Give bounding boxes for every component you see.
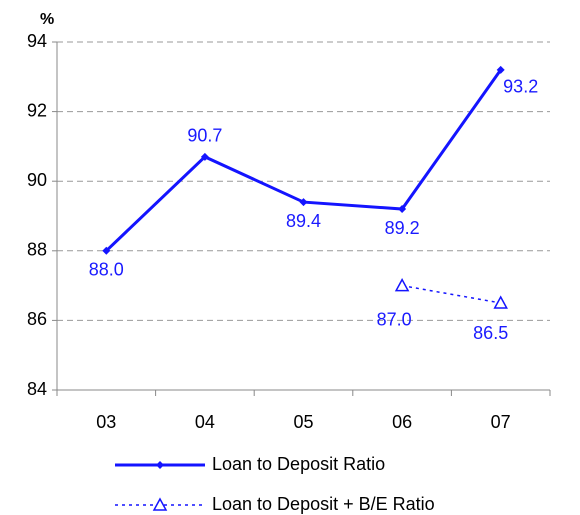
y-tick-label: 86 <box>27 309 47 329</box>
value-label: 89.4 <box>286 211 321 231</box>
y-tick-label: 94 <box>27 31 47 51</box>
y-tick-label: 88 <box>27 240 47 260</box>
x-tick-label: 05 <box>293 412 313 432</box>
value-label: 90.7 <box>187 126 222 146</box>
value-label: 93.2 <box>503 77 538 97</box>
value-label: 89.2 <box>385 218 420 238</box>
marker <box>200 152 209 161</box>
marker <box>102 246 111 255</box>
x-tick-label: 04 <box>195 412 215 432</box>
y-tick-label: 90 <box>27 170 47 190</box>
y-axis-label: % <box>40 11 54 28</box>
value-label: 88.0 <box>89 260 124 280</box>
value-label: 87.0 <box>377 309 412 329</box>
x-tick-label: 07 <box>491 412 511 432</box>
value-label: 86.5 <box>473 323 508 343</box>
marker <box>493 295 508 309</box>
legend-label: Loan to Deposit Ratio <box>212 454 385 474</box>
y-tick-label: 84 <box>27 379 47 399</box>
marker <box>398 205 407 214</box>
x-tick-label: 06 <box>392 412 412 432</box>
x-tick-label: 03 <box>96 412 116 432</box>
legend-marker <box>156 461 164 469</box>
marker <box>394 278 410 292</box>
y-tick-label: 92 <box>27 100 47 120</box>
marker <box>496 65 505 74</box>
legend-label: Loan to Deposit + B/E Ratio <box>212 494 435 514</box>
series-line <box>401 284 501 304</box>
legend-marker <box>152 497 168 511</box>
marker <box>299 198 308 207</box>
